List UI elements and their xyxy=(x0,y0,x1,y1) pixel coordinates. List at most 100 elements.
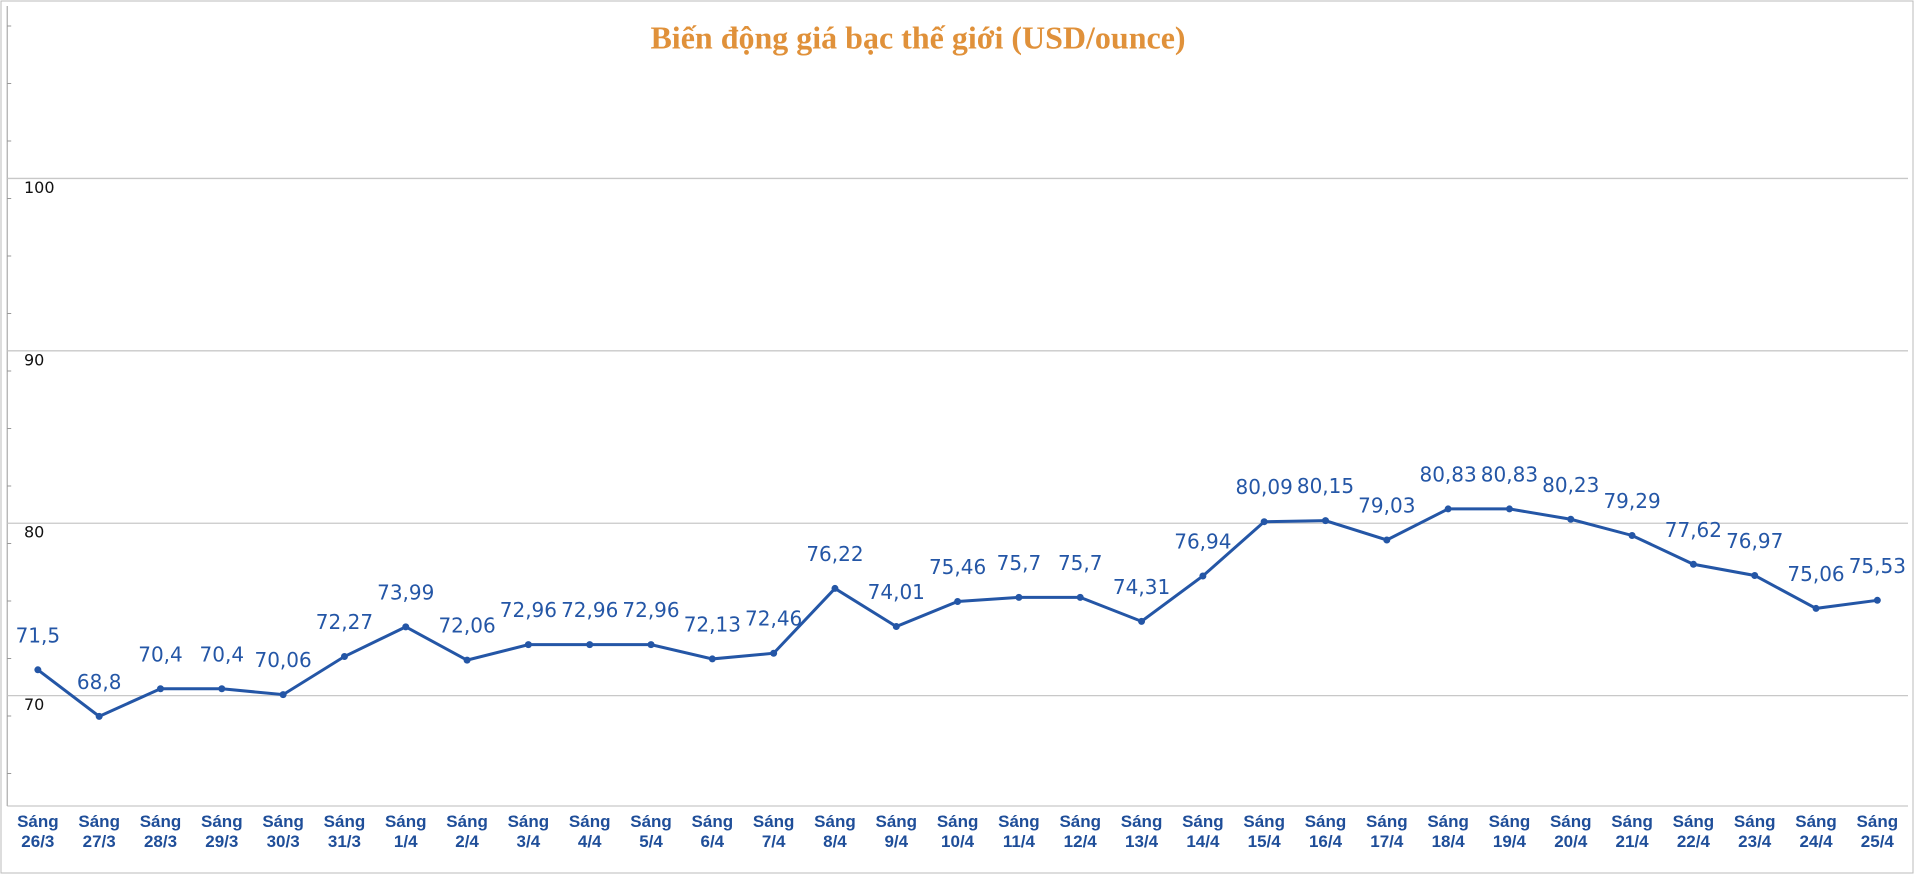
data-label: 75,7 xyxy=(1058,551,1103,575)
data-point xyxy=(279,691,287,699)
x-tick-label: Sáng 20/4 xyxy=(1549,812,1592,851)
data-point xyxy=(647,641,655,649)
data-label: 72,06 xyxy=(438,614,495,638)
x-tick-label: Sáng 14/4 xyxy=(1182,812,1224,851)
x-tick-label: Sáng 26/3 xyxy=(17,812,59,851)
x-tick-label: Sáng 8/4 xyxy=(814,812,856,851)
data-point xyxy=(1138,617,1146,625)
x-tick-label: Sáng 12/4 xyxy=(1059,812,1101,851)
x-tick-label: Sáng 28/3 xyxy=(139,812,182,851)
data-label: 74,01 xyxy=(868,580,925,604)
data-point xyxy=(1015,593,1023,601)
data-label: 76,97 xyxy=(1726,529,1783,553)
data-point xyxy=(402,623,410,631)
data-point xyxy=(1199,572,1207,580)
data-label: 79,29 xyxy=(1603,489,1660,513)
x-tick-label: Sáng 13/4 xyxy=(1120,812,1163,851)
data-label: 80,15 xyxy=(1297,474,1354,498)
x-tick-label: Sáng 2/4 xyxy=(446,812,488,851)
x-tick-label: Sáng 17/4 xyxy=(1366,812,1408,851)
x-tick-label: Sáng 30/3 xyxy=(262,812,304,851)
x-tick-label: Sáng 5/4 xyxy=(630,812,672,851)
x-tick-label: Sáng 21/4 xyxy=(1611,812,1653,851)
data-point xyxy=(1812,604,1820,612)
data-label: 76,22 xyxy=(806,542,863,566)
data-label: 77,62 xyxy=(1665,518,1722,542)
data-label: 80,23 xyxy=(1542,473,1599,497)
data-label: 70,4 xyxy=(138,642,183,666)
data-label: 68,8 xyxy=(77,670,122,694)
x-tick-label: Sáng 18/4 xyxy=(1427,812,1469,851)
x-tick-label: Sáng 25/4 xyxy=(1856,812,1899,851)
data-point xyxy=(892,623,900,631)
x-tick-label: Sáng 19/4 xyxy=(1488,812,1531,851)
y-tick-label: 80 xyxy=(24,523,44,542)
data-label: 80,83 xyxy=(1481,462,1538,486)
data-label: 70,4 xyxy=(200,642,245,666)
data-label: 75,7 xyxy=(997,551,1042,575)
x-tick-label: Sáng 6/4 xyxy=(691,812,734,851)
data-point xyxy=(831,584,839,592)
x-tick-label: Sáng 4/4 xyxy=(568,812,611,851)
data-label: 72,13 xyxy=(684,612,741,636)
data-point xyxy=(1751,571,1759,579)
x-tick-label: Sáng 29/3 xyxy=(201,812,243,851)
data-point xyxy=(524,641,532,649)
data-point xyxy=(1689,560,1697,568)
data-label: 72,27 xyxy=(316,610,373,634)
x-tick-label: Sáng 9/4 xyxy=(875,812,918,851)
data-point xyxy=(218,685,226,693)
data-label: 76,94 xyxy=(1174,530,1231,554)
data-point xyxy=(1567,515,1575,523)
data-point xyxy=(586,641,594,649)
data-point xyxy=(1873,596,1881,604)
x-tick-label: Sáng 16/4 xyxy=(1304,812,1347,851)
x-tick-label: Sáng 24/4 xyxy=(1795,812,1837,851)
data-label: 72,96 xyxy=(622,598,679,622)
x-tick-label: Sáng 1/4 xyxy=(384,812,427,851)
x-tick-label: Sáng 3/4 xyxy=(507,812,550,851)
data-point xyxy=(1505,505,1513,513)
data-label: 71,5 xyxy=(16,623,61,647)
data-point xyxy=(463,656,471,664)
x-tick-label: Sáng 22/4 xyxy=(1672,812,1715,851)
data-point xyxy=(708,655,716,663)
x-tick-label: Sáng 31/3 xyxy=(323,812,366,851)
data-point xyxy=(954,598,962,606)
data-point xyxy=(770,649,778,657)
y-tick-label: 90 xyxy=(24,350,44,369)
data-point xyxy=(1444,505,1452,513)
data-point xyxy=(1076,593,1084,601)
x-tick-label: Sáng 10/4 xyxy=(936,812,979,851)
data-point xyxy=(34,666,42,674)
data-label: 70,06 xyxy=(254,648,311,672)
x-tick-label: Sáng 27/3 xyxy=(78,812,120,851)
data-label: 72,96 xyxy=(500,598,557,622)
data-label: 72,96 xyxy=(561,598,618,622)
data-point xyxy=(1260,518,1268,526)
y-tick-label: 100 xyxy=(24,178,55,197)
x-tick-label: Sáng 7/4 xyxy=(752,812,795,851)
x-tick-label: Sáng 11/4 xyxy=(998,812,1040,851)
data-label: 72,46 xyxy=(745,607,802,631)
data-point xyxy=(340,653,348,661)
chart-title: Biến động giá bạc thế giới (USD/ounce) xyxy=(650,19,1185,55)
data-point xyxy=(1383,536,1391,544)
data-label: 73,99 xyxy=(377,580,434,604)
data-label: 74,31 xyxy=(1113,575,1170,599)
data-label: 75,46 xyxy=(929,555,986,579)
x-tick-label: Sáng 23/4 xyxy=(1733,812,1776,851)
data-label: 75,06 xyxy=(1787,562,1844,586)
y-tick-label: 70 xyxy=(24,695,44,714)
data-label: 80,83 xyxy=(1419,462,1476,486)
data-point xyxy=(95,712,103,720)
data-label: 79,03 xyxy=(1358,493,1415,517)
data-point xyxy=(156,685,164,693)
x-tick-label: Sáng 15/4 xyxy=(1243,812,1285,851)
data-label: 80,09 xyxy=(1236,475,1293,499)
data-label: 75,53 xyxy=(1849,554,1906,578)
data-point xyxy=(1321,517,1329,525)
